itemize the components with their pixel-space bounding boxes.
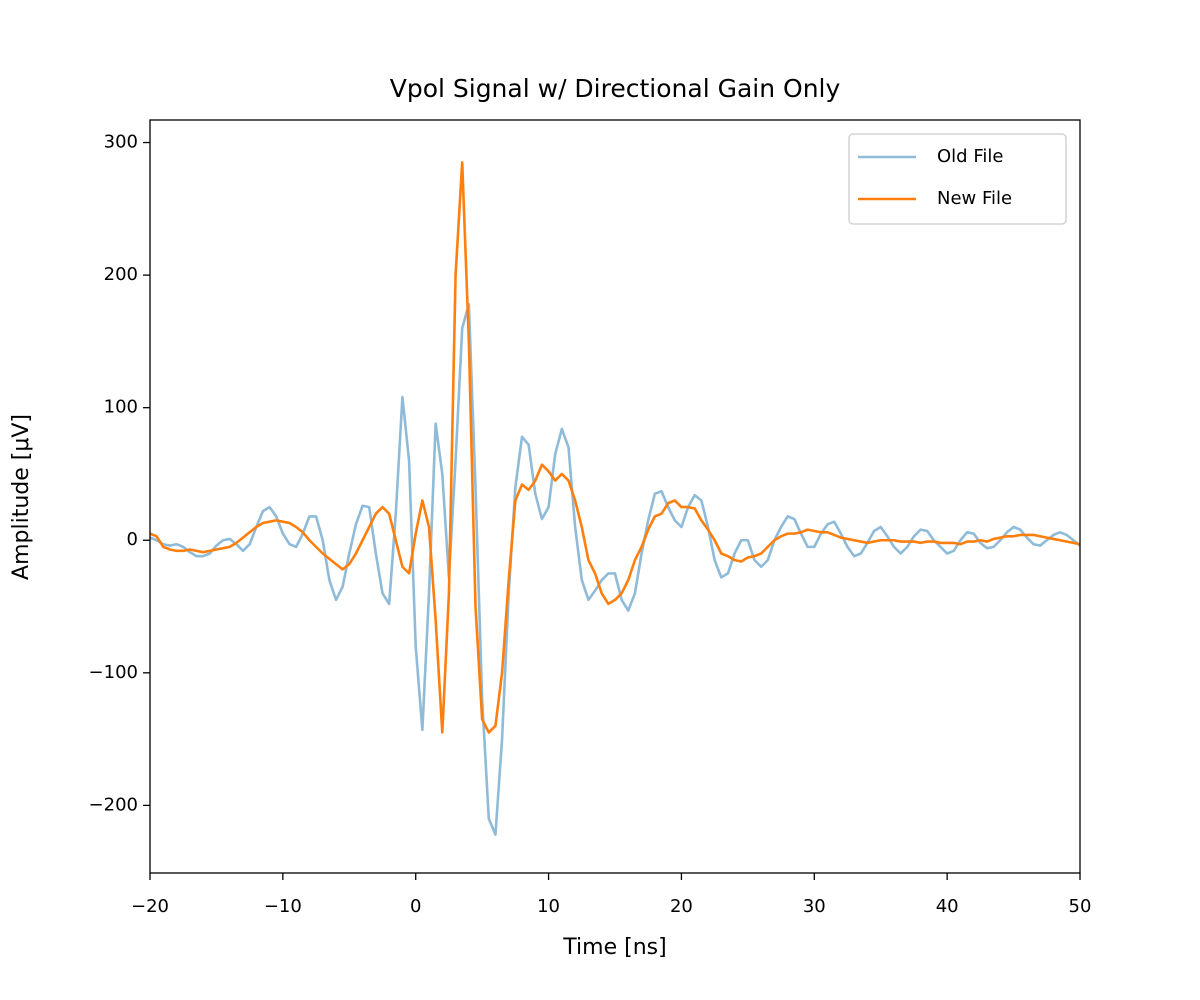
y-axis-label: Amplitude [μV]	[9, 414, 34, 580]
x-axis-label: Time [ns]	[562, 935, 666, 960]
y-tick-label: 0	[127, 529, 138, 550]
x-tick-label: −20	[131, 896, 169, 917]
y-tick-label: −100	[89, 662, 138, 683]
x-tick-label: 30	[803, 896, 826, 917]
plot-frame	[149, 119, 1081, 874]
y-tick-label: 300	[104, 132, 138, 153]
chart-title: Vpol Signal w/ Directional Gain Only	[390, 74, 841, 103]
legend-label: New File	[937, 188, 1012, 209]
x-tick-label: 0	[410, 896, 421, 917]
y-tick-label: 100	[104, 397, 138, 418]
x-tick-label: 50	[1069, 896, 1092, 917]
x-tick-label: 40	[936, 896, 959, 917]
series-line	[150, 302, 1080, 836]
y-tick-label: 200	[104, 264, 138, 285]
x-tick-label: −10	[264, 896, 302, 917]
y-tick-label: −200	[89, 794, 138, 815]
x-tick-label: 10	[537, 896, 560, 917]
x-tick-label: 20	[670, 896, 693, 917]
legend-label: Old File	[937, 146, 1003, 167]
series-line	[150, 161, 1080, 734]
